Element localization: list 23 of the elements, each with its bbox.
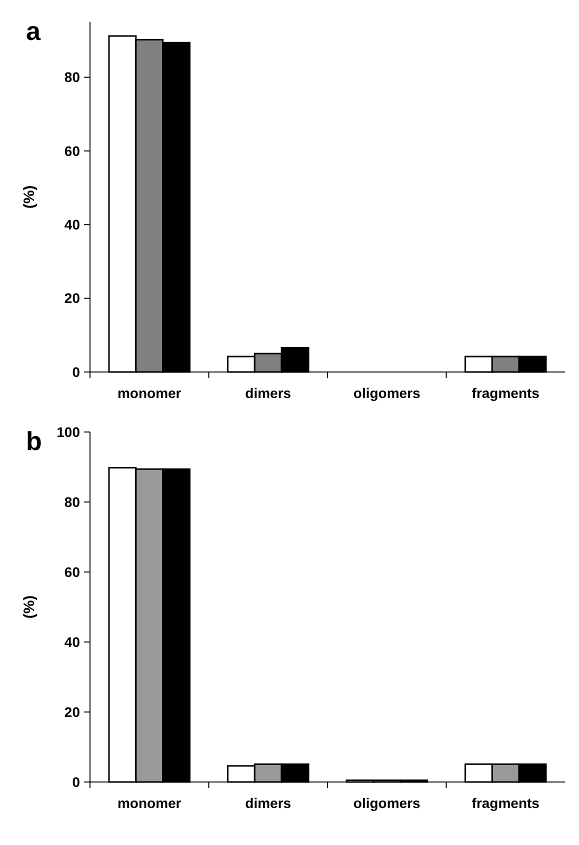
y-tick-label: 80	[64, 69, 80, 86]
y-tick-label: 20	[64, 704, 80, 720]
y-tick-label: 60	[64, 142, 80, 159]
y-tick-label: 60	[64, 564, 80, 580]
x-tick-label: dimers	[245, 795, 292, 811]
x-tick-label: dimers	[245, 385, 292, 401]
y-axis-title: (%)	[21, 595, 38, 619]
x-tick-label: fragments	[472, 385, 540, 401]
chart-title: b	[26, 426, 42, 456]
y-tick-label: 80	[64, 494, 80, 510]
x-tick-label: oligomers	[353, 385, 421, 401]
x-tick-label: oligomers	[353, 795, 421, 811]
y-tick-label: 100	[56, 424, 80, 440]
x-tick-label: monomer	[117, 795, 182, 811]
x-tick-label: monomer	[117, 385, 182, 401]
y-tick-label: 20	[64, 290, 80, 306]
x-tick-label: fragments	[472, 795, 540, 811]
y-tick-label: 0	[72, 774, 80, 790]
y-tick-label: 40	[64, 216, 80, 233]
y-axis-title: (%)	[21, 185, 38, 209]
y-tick-label: 0	[72, 364, 80, 380]
chart-title: a	[26, 16, 41, 46]
y-tick-label: 40	[64, 634, 80, 650]
